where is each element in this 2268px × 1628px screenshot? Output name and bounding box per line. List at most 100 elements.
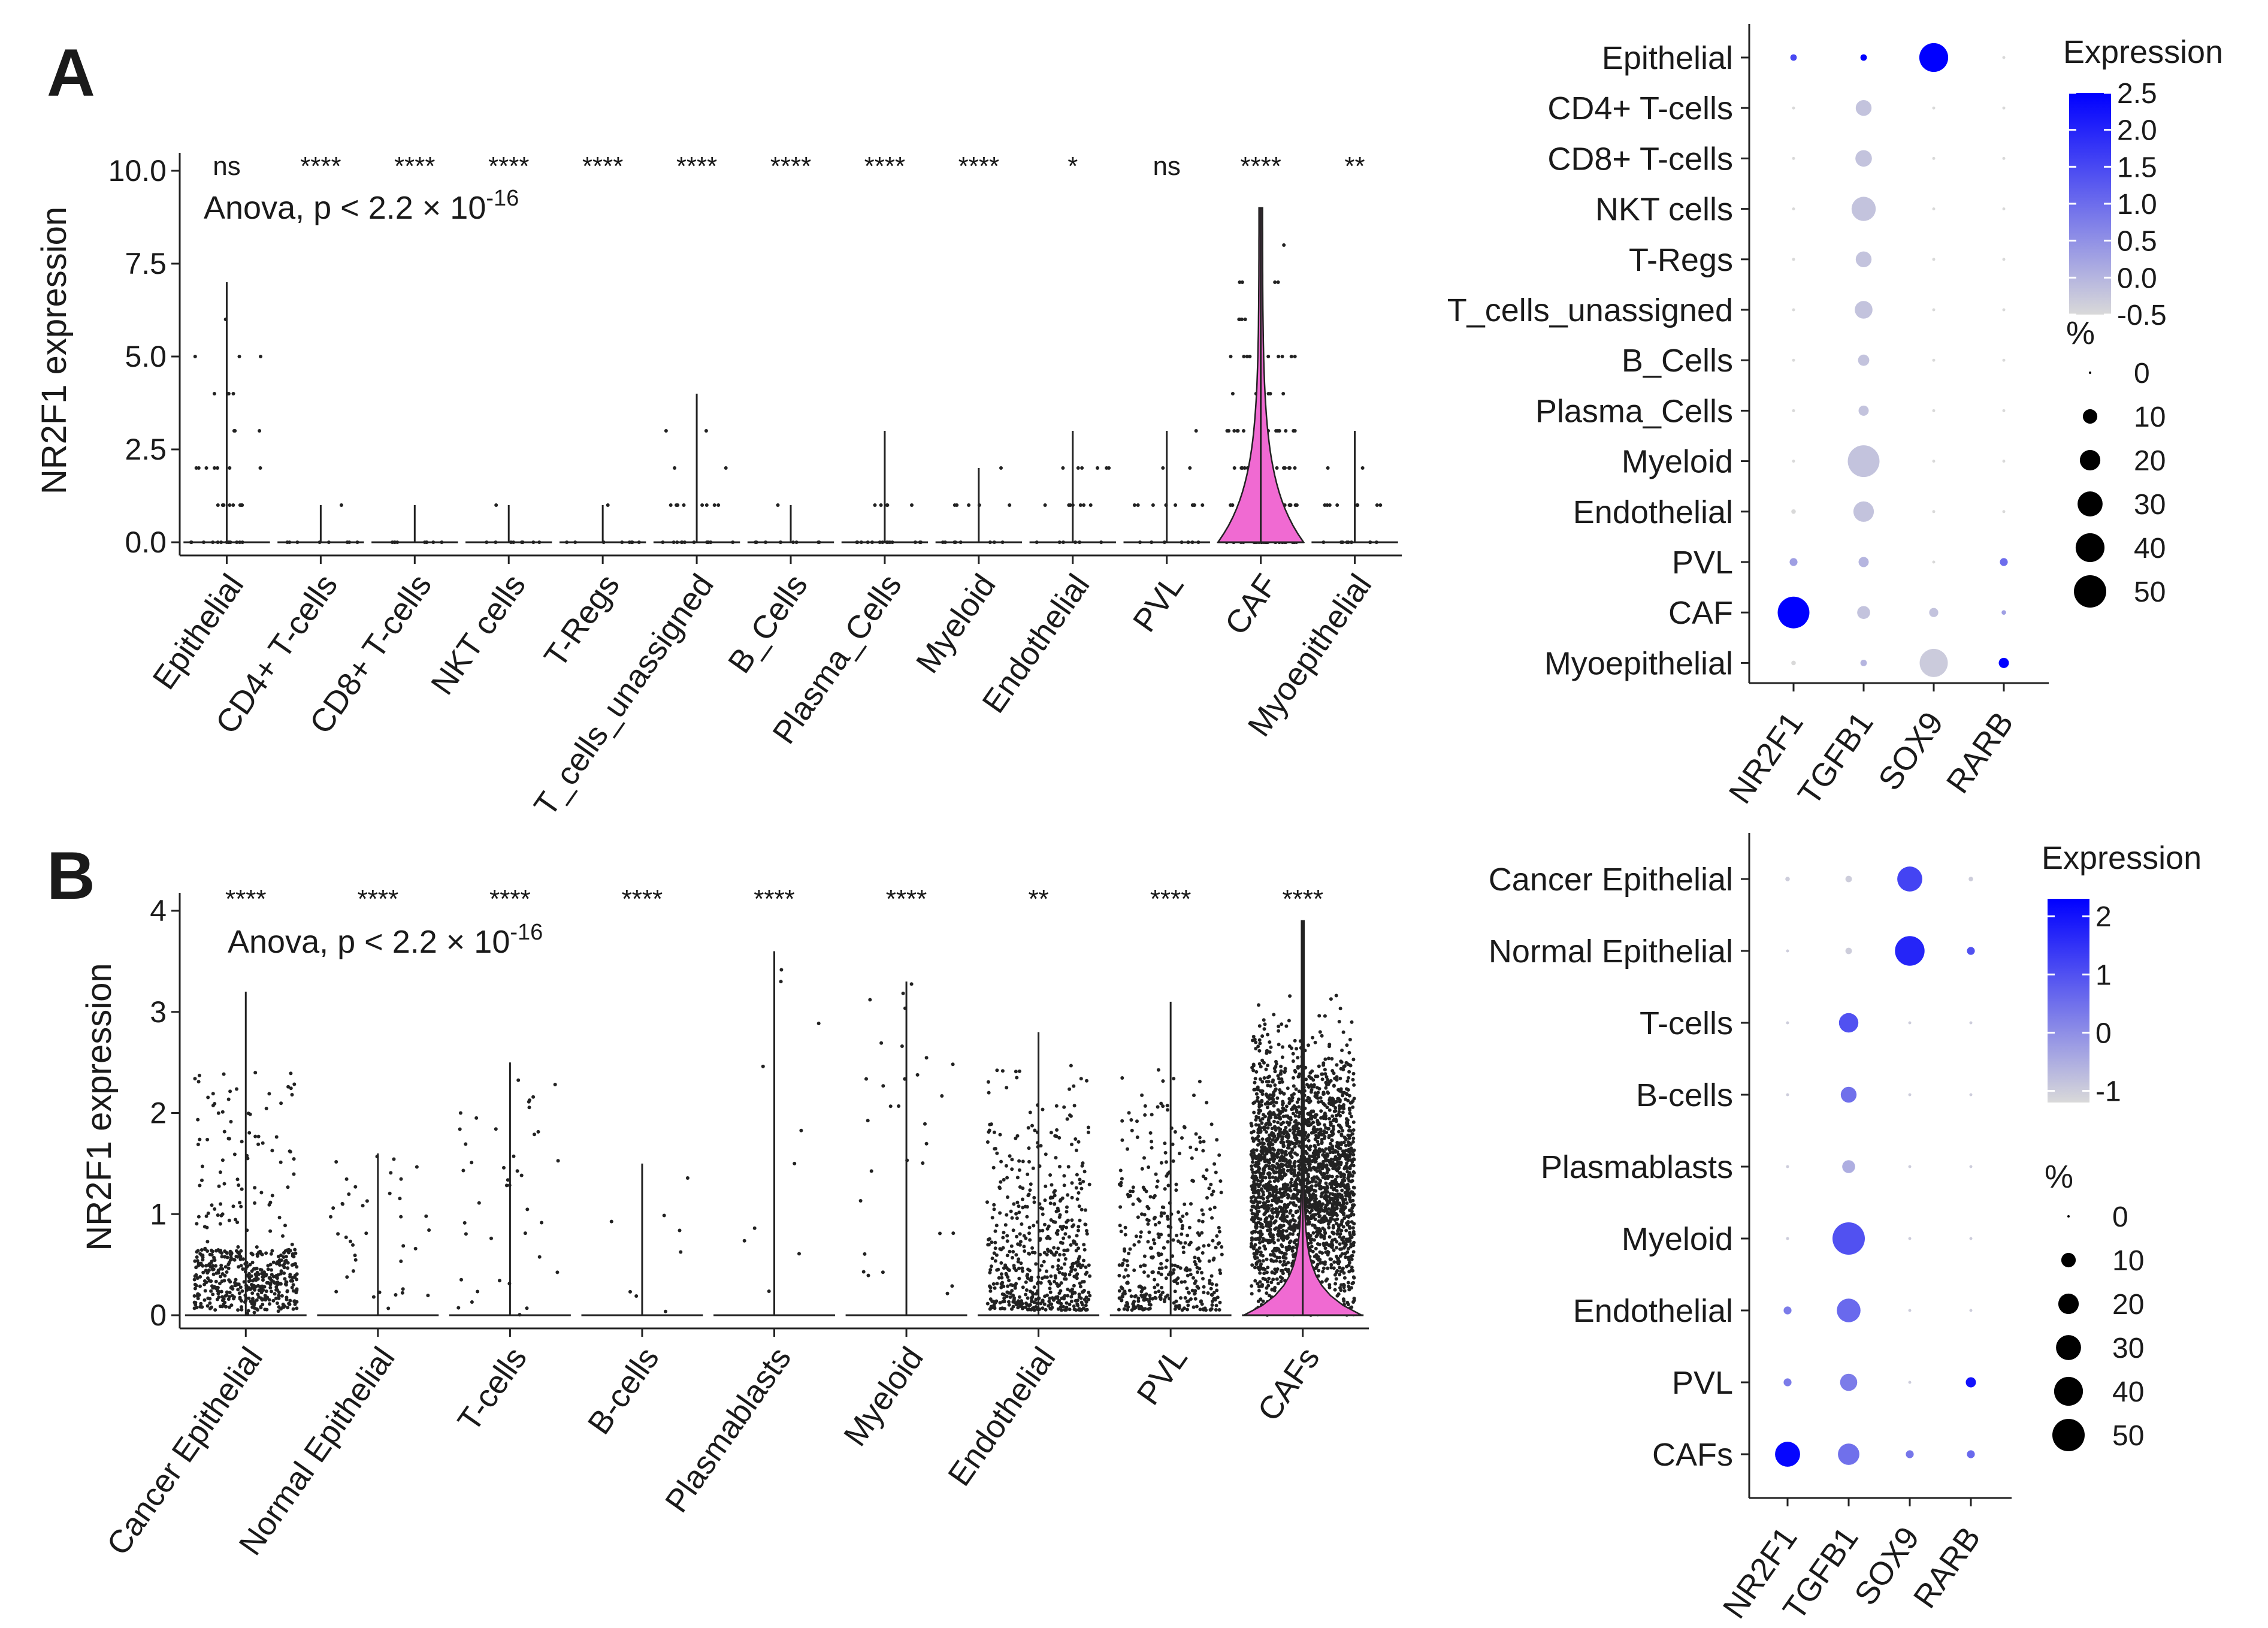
data-point xyxy=(1323,1172,1327,1176)
data-point xyxy=(232,1295,236,1299)
data-point xyxy=(220,1272,225,1276)
data-point xyxy=(1188,1268,1192,1272)
data-point xyxy=(1284,1235,1287,1239)
data-point xyxy=(192,1277,196,1282)
data-point xyxy=(250,1269,254,1273)
data-point xyxy=(1082,1243,1086,1247)
data-point xyxy=(1275,1162,1280,1166)
data-point xyxy=(1063,1277,1066,1281)
data-point xyxy=(1070,1218,1074,1222)
data-point xyxy=(1144,1293,1147,1297)
data-point xyxy=(1294,1141,1298,1146)
data-point xyxy=(1212,1257,1216,1261)
data-point xyxy=(1350,1265,1354,1270)
data-point xyxy=(1336,1229,1340,1233)
data-point xyxy=(1127,1111,1131,1115)
data-point xyxy=(351,1269,355,1273)
data-point xyxy=(1281,1183,1286,1187)
data-point xyxy=(1079,1077,1083,1081)
data-point xyxy=(292,1157,296,1161)
data-point xyxy=(1281,1215,1286,1219)
data-point xyxy=(1034,1262,1038,1266)
data-point xyxy=(1317,1014,1322,1018)
data-point xyxy=(1320,1234,1324,1238)
size-legend-dot xyxy=(2089,371,2091,374)
y-tick-label: 1 xyxy=(150,1197,167,1231)
data-point xyxy=(1312,1205,1316,1209)
data-point xyxy=(1307,1164,1311,1168)
data-point xyxy=(211,1292,215,1297)
data-point xyxy=(1028,1278,1032,1282)
data-point xyxy=(216,1111,220,1115)
data-point xyxy=(1332,1084,1336,1088)
data-point xyxy=(1271,1175,1275,1179)
data-point xyxy=(1266,392,1271,395)
size-legend-dot xyxy=(2067,1215,2070,1218)
data-point xyxy=(273,1280,277,1285)
data-point xyxy=(1344,1143,1348,1147)
data-point xyxy=(234,1277,238,1282)
data-point xyxy=(218,1250,222,1254)
data-point xyxy=(1068,1273,1072,1277)
data-point xyxy=(1327,1225,1331,1230)
data-point xyxy=(1338,1114,1342,1117)
data-point xyxy=(1260,1080,1265,1084)
data-point xyxy=(1031,1166,1035,1170)
data-point xyxy=(399,1177,403,1181)
data-point xyxy=(1024,1280,1028,1284)
data-point xyxy=(1119,1183,1123,1188)
data-point xyxy=(1212,1297,1216,1301)
dot-mark xyxy=(1897,866,1922,892)
data-point xyxy=(1050,1306,1054,1310)
data-point xyxy=(1341,1110,1345,1114)
data-point xyxy=(1297,1114,1301,1119)
data-point xyxy=(1342,1140,1346,1144)
data-point xyxy=(222,1303,225,1307)
data-point xyxy=(1200,503,1205,507)
data-point xyxy=(1335,1221,1338,1225)
data-point xyxy=(1309,1168,1313,1172)
data-point xyxy=(1205,1101,1209,1105)
data-point xyxy=(208,1297,212,1301)
data-point xyxy=(1120,1298,1124,1303)
gene-label: SOX9 xyxy=(1871,705,1951,796)
data-point xyxy=(1159,1211,1163,1215)
data-point xyxy=(909,982,914,986)
data-point xyxy=(1318,1258,1322,1262)
data-point xyxy=(203,1289,207,1293)
data-point xyxy=(1051,1265,1055,1269)
size-legend-dot xyxy=(2078,491,2103,517)
data-point xyxy=(1201,1212,1205,1216)
dot-mark xyxy=(1969,1165,1973,1168)
data-point xyxy=(1257,1049,1262,1053)
data-point xyxy=(1183,1280,1187,1284)
data-point xyxy=(1266,1102,1271,1106)
data-point xyxy=(197,1073,201,1077)
data-point xyxy=(270,1249,274,1253)
data-point xyxy=(1212,1162,1217,1166)
data-point xyxy=(1254,1040,1258,1044)
data-point xyxy=(235,1087,238,1091)
data-point xyxy=(1066,1193,1070,1197)
data-point xyxy=(1260,1034,1265,1038)
data-point xyxy=(1017,1266,1021,1270)
data-point xyxy=(1200,1208,1204,1212)
data-point xyxy=(1261,1150,1265,1154)
data-point xyxy=(1078,1177,1082,1182)
data-point xyxy=(1335,1217,1339,1221)
data-point xyxy=(1270,1287,1274,1291)
data-point xyxy=(228,503,232,507)
data-point xyxy=(1272,1252,1276,1257)
data-point xyxy=(239,1264,243,1268)
data-point xyxy=(226,1097,231,1101)
data-point xyxy=(1326,1190,1330,1194)
data-point xyxy=(1323,1262,1327,1266)
data-point xyxy=(1183,1296,1187,1300)
row-label: NKT cells xyxy=(1595,192,1733,228)
data-point xyxy=(1278,1091,1283,1095)
data-point xyxy=(1056,1300,1060,1304)
data-point xyxy=(246,1309,250,1313)
data-point xyxy=(1253,1237,1257,1241)
data-point xyxy=(1153,1290,1157,1294)
dot-mark xyxy=(1908,1093,1912,1097)
